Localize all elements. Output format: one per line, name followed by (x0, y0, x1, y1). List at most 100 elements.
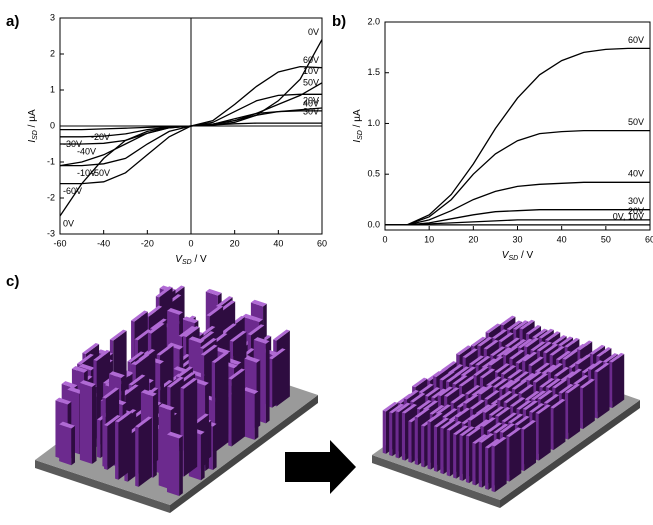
crystal-face (184, 379, 197, 477)
crystal-face (583, 380, 595, 429)
crystal-face (536, 413, 539, 461)
x-tick-label: -20 (141, 238, 154, 248)
crystal-face (524, 421, 536, 471)
axis-title-part: / V (518, 250, 533, 261)
y-tick-label: -1 (47, 156, 55, 166)
crystal-face (118, 412, 131, 479)
series-label: 0V (63, 218, 74, 228)
crystal-face (201, 432, 205, 480)
series-label: 40V (628, 169, 644, 179)
y-tick-label: 1 (50, 84, 55, 94)
crystal-face (97, 420, 100, 458)
crystal-face (466, 435, 469, 483)
crystal-face (598, 364, 610, 419)
crystal-face (408, 421, 411, 463)
axis-title-part: SD (32, 130, 39, 140)
series-label: 60V (303, 55, 319, 65)
x-tick-label: 20 (230, 238, 240, 248)
axis-title: ISD / µA (352, 109, 364, 143)
crystal-face (440, 427, 443, 474)
crystal-face (434, 426, 437, 472)
crystal-face (228, 378, 231, 446)
x-tick-label: 10 (424, 234, 434, 244)
crystal-face (213, 424, 217, 470)
axis-title: ISD / µA (27, 109, 39, 143)
x-tick-label: 30 (512, 234, 522, 244)
crystal-face (139, 418, 152, 487)
crystal-face (383, 410, 386, 454)
crystal-face (509, 429, 521, 482)
series-label: 50V (628, 117, 644, 127)
crystal-face (255, 391, 259, 440)
crystal-face (421, 425, 424, 467)
crystal-face (396, 411, 399, 458)
crystal-face (104, 425, 107, 470)
series-label: -40V (77, 146, 96, 156)
x-tick-label: 60 (645, 234, 653, 244)
crystal-face (495, 438, 507, 492)
x-tick-label: -40 (97, 238, 110, 248)
crystal-face (135, 426, 138, 486)
crystal-face (266, 341, 270, 423)
crystal-face (521, 429, 524, 472)
x-tick-label: -60 (53, 238, 66, 248)
crystal-face (594, 371, 597, 419)
crystal-face (428, 421, 431, 470)
y-tick-label: 3 (50, 12, 55, 22)
crystal-face (485, 447, 488, 490)
crystal-face (460, 435, 463, 481)
crystal-face (80, 383, 92, 464)
x-tick-label: 0 (382, 234, 387, 244)
series-label: 0V, 10V (613, 211, 644, 221)
series-label: -60V (63, 186, 82, 196)
x-tick-label: 40 (557, 234, 567, 244)
y-tick-label: 2 (50, 48, 55, 58)
plot-frame (385, 22, 650, 230)
series-label: 0V (308, 27, 319, 37)
x-tick-label: 0 (188, 238, 193, 248)
crystal-face (71, 426, 75, 466)
x-tick-label: 60 (317, 238, 327, 248)
axis-title-part: SD (182, 259, 192, 266)
y-tick-label: 0.5 (367, 169, 380, 179)
x-tick-label: 40 (273, 238, 283, 248)
crystal-face (115, 421, 118, 479)
crystal-face (479, 442, 482, 488)
crystal-face (609, 361, 612, 408)
crystal-face (565, 392, 568, 440)
crystal-face (232, 370, 245, 447)
crystal-face (472, 443, 475, 486)
crystal-face (215, 353, 228, 452)
x-tick-label: 20 (468, 234, 478, 244)
panel-label: c) (6, 273, 19, 290)
crystal-face (92, 384, 96, 464)
panel-label: a) (6, 13, 19, 30)
crystal-face (167, 435, 179, 497)
crystal-face (153, 394, 157, 478)
crystal-face (272, 349, 285, 407)
crystal-face (447, 429, 450, 476)
x-tick-label: 50 (601, 234, 611, 244)
panel-label: b) (332, 13, 346, 30)
series-label: 30V (628, 196, 644, 206)
y-tick-label: 2.0 (367, 16, 380, 26)
axis-title-part: / V (192, 254, 207, 265)
data-line (385, 48, 650, 225)
y-tick-label: -3 (47, 228, 55, 238)
crystal-face (554, 400, 566, 450)
axis-title: VSD / V (502, 250, 534, 262)
crystal-face (550, 407, 553, 450)
axis-title-part: SD (357, 130, 364, 140)
crystal-face (453, 434, 456, 479)
y-tick-label: 0.0 (367, 219, 380, 229)
arrow (285, 440, 356, 494)
axis-title: VSD / V (175, 254, 207, 266)
y-tick-label: 1.0 (367, 118, 380, 128)
series-label: 40V (303, 98, 319, 108)
y-tick-label: 0 (50, 120, 55, 130)
crystal-face (612, 354, 624, 408)
crystal-face (389, 412, 392, 456)
axis-title-part: / µA (352, 109, 363, 130)
series-label: 60V (628, 35, 644, 45)
series-label: 50V (303, 78, 319, 88)
